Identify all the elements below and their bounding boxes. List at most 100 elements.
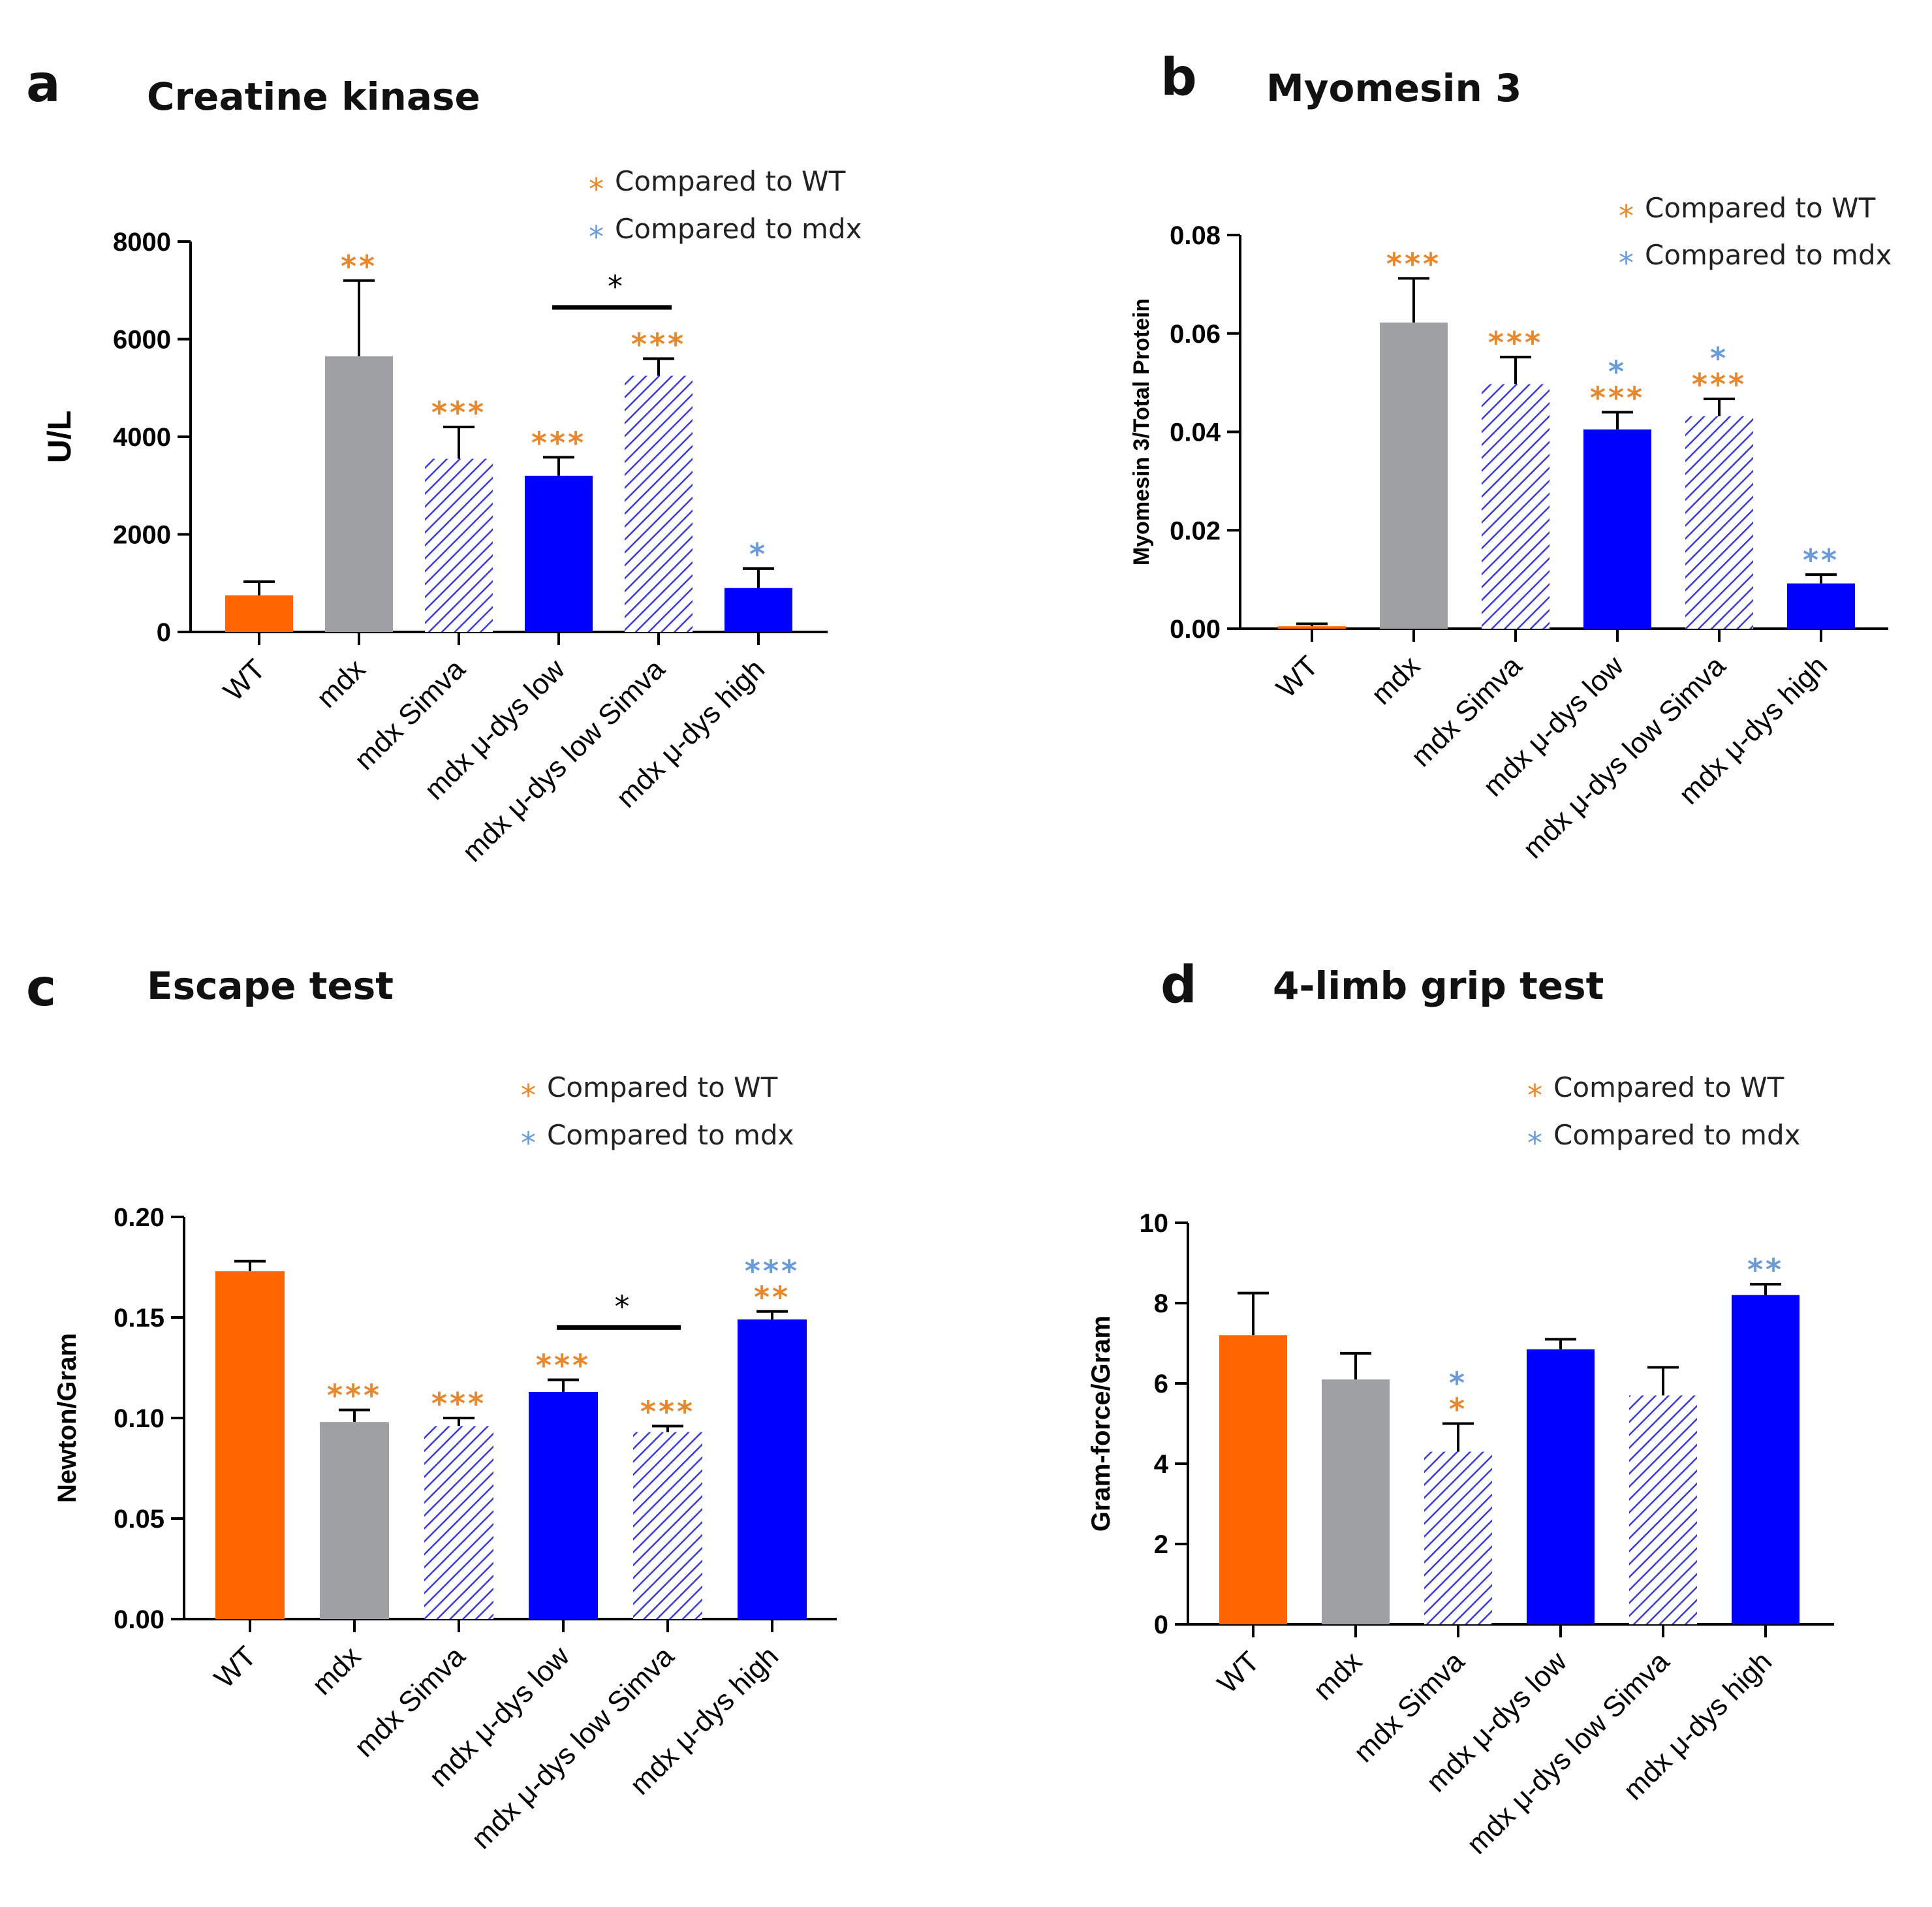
panel-letter: b xyxy=(1161,48,1197,107)
figure-canvas: a Creatine kinase * Compared to WT * Compared… xyxy=(0,0,1932,1907)
x-tick-label: mdx μ-dys low Simva xyxy=(1517,650,1732,865)
legend-star-mdx: * xyxy=(1527,1126,1542,1161)
y-tick-label: 0.02 xyxy=(1170,516,1221,545)
sig-vs-mdx: *** xyxy=(745,1253,800,1289)
sig-vs-mdx: ** xyxy=(1803,543,1839,578)
panel-letter: d xyxy=(1161,956,1197,1015)
sig-vs-wt: *** xyxy=(536,1348,591,1383)
bar-2 xyxy=(1322,1379,1390,1624)
legend-star-wt: * xyxy=(1527,1078,1542,1113)
bar-2 xyxy=(1380,323,1448,629)
y-tick-label: 0.10 xyxy=(114,1404,164,1433)
sig-vs-wt: *** xyxy=(431,395,486,430)
sig-vs-mdx: * xyxy=(1608,354,1627,389)
y-tick-label: 0.20 xyxy=(114,1203,164,1232)
legend: * Compared to WT * Compared to mdx xyxy=(521,1071,794,1161)
y-axis-label: U/L xyxy=(41,411,78,464)
panel-b: b Myomesin 3 * Compared to WT * Compared to m… xyxy=(1129,48,1892,865)
bar-6 xyxy=(724,588,792,632)
sig-vs-wt: *** xyxy=(327,1378,382,1413)
chart-title: Creatine kinase xyxy=(147,74,480,119)
panel-letter: c xyxy=(26,959,56,1018)
x-tick-label: mdx xyxy=(311,653,371,714)
bar-6 xyxy=(738,1319,807,1619)
legend-star-mdx: * xyxy=(521,1126,536,1161)
bar-6 xyxy=(1732,1295,1800,1624)
sig-vs-wt: *** xyxy=(1488,325,1543,360)
bar-1 xyxy=(1278,626,1346,629)
y-tick-label: 6000 xyxy=(113,326,171,355)
bar-1 xyxy=(215,1271,285,1619)
x-tick-label: mdx μ-dys low Simva xyxy=(465,1640,681,1855)
y-tick-label: 0.05 xyxy=(114,1505,164,1534)
legend-star-wt: * xyxy=(589,172,604,207)
y-tick-label: 2000 xyxy=(113,521,171,550)
sig-vs-wt: *** xyxy=(640,1394,695,1429)
x-tick-label: mdx xyxy=(306,1640,367,1701)
bar-3 xyxy=(424,1426,493,1619)
bar-5 xyxy=(1629,1395,1697,1624)
x-tick-label: mdx xyxy=(1365,650,1426,710)
bar-1 xyxy=(1219,1335,1287,1624)
bar-3 xyxy=(1482,384,1550,629)
y-tick-label: 0.04 xyxy=(1170,418,1221,447)
y-tick-label: 0.15 xyxy=(114,1304,164,1332)
y-axis-label: Newton/Gram xyxy=(53,1333,82,1503)
legend-star-mdx: * xyxy=(1619,245,1634,281)
sig-vs-mdx: ** xyxy=(1747,1252,1784,1287)
x-tick-label: WT xyxy=(208,1640,262,1694)
x-tick-label: WT xyxy=(1211,1645,1266,1699)
sig-vs-wt: *** xyxy=(1386,246,1441,281)
panel-c: c Escape test* Compared to WT* Compared to … xyxy=(26,959,837,1855)
legend: * Compared to WT * Compared to mdx xyxy=(1527,1071,1800,1161)
chart-title: 4-limb grip test xyxy=(1273,964,1604,1008)
legend-label-mdx: Compared to mdx xyxy=(1645,239,1892,271)
sig-vs-mdx: * xyxy=(1710,341,1728,376)
bracket-label: * xyxy=(608,269,623,304)
bar-4 xyxy=(1527,1349,1595,1624)
legend-label-mdx: Compared to mdx xyxy=(547,1119,794,1151)
panel-letter: a xyxy=(26,55,61,114)
bar-6 xyxy=(1787,584,1855,629)
bar-4 xyxy=(525,476,593,632)
y-tick-label: 10 xyxy=(1140,1209,1169,1238)
x-tick-label: mdx μ-dys low Simva xyxy=(456,653,672,868)
y-tick-label: 4000 xyxy=(113,423,171,452)
y-tick-label: 0 xyxy=(1154,1611,1168,1639)
y-axis-label: Myomesin 3/Total Protein xyxy=(1129,298,1154,565)
y-tick-label: 0 xyxy=(157,618,171,647)
legend-label-wt: Compared to WT xyxy=(1645,192,1876,224)
legend-label-mdx: Compared to mdx xyxy=(615,213,862,245)
legend-star-wt: * xyxy=(521,1078,536,1113)
sig-vs-wt: ** xyxy=(341,249,377,284)
bar-3 xyxy=(425,459,493,632)
legend: * Compared to WT * Compared to mdx xyxy=(1619,192,1892,281)
legend-label-wt: Compared to WT xyxy=(1553,1071,1784,1103)
bar-2 xyxy=(320,1422,389,1619)
legend: * Compared to WT * Compared to mdx xyxy=(589,165,862,255)
bar-3 xyxy=(1424,1452,1492,1624)
y-tick-label: 0.06 xyxy=(1170,320,1221,349)
legend-label-mdx: Compared to mdx xyxy=(1553,1119,1800,1151)
legend-label-wt: Compared to WT xyxy=(615,165,846,197)
y-tick-label: 2 xyxy=(1154,1530,1168,1559)
sig-vs-mdx: * xyxy=(749,537,768,572)
y-axis-label: Gram-force/Gram xyxy=(1087,1316,1115,1532)
x-tick-label: WT xyxy=(217,653,272,707)
bar-4 xyxy=(1583,430,1651,629)
bar-5 xyxy=(1685,416,1753,629)
x-tick-label: mdx xyxy=(1307,1645,1368,1706)
y-tick-label: 8000 xyxy=(113,228,171,257)
y-tick-label: 8 xyxy=(1154,1289,1168,1318)
legend-label-wt: Compared to WT xyxy=(547,1071,778,1103)
panel-a: a Creatine kinase * Compared to WT * Compared… xyxy=(26,55,862,868)
x-tick-label: mdx μ-dys low Simva xyxy=(1461,1645,1676,1861)
y-tick-label: 0.00 xyxy=(1170,615,1221,644)
bar-5 xyxy=(625,376,693,632)
sig-vs-wt: *** xyxy=(431,1386,486,1421)
bar-4 xyxy=(529,1392,598,1619)
bracket-label: * xyxy=(615,1289,630,1324)
legend-star-wt: * xyxy=(1619,198,1634,234)
bar-5 xyxy=(633,1432,702,1619)
x-tick-label: WT xyxy=(1270,650,1324,704)
